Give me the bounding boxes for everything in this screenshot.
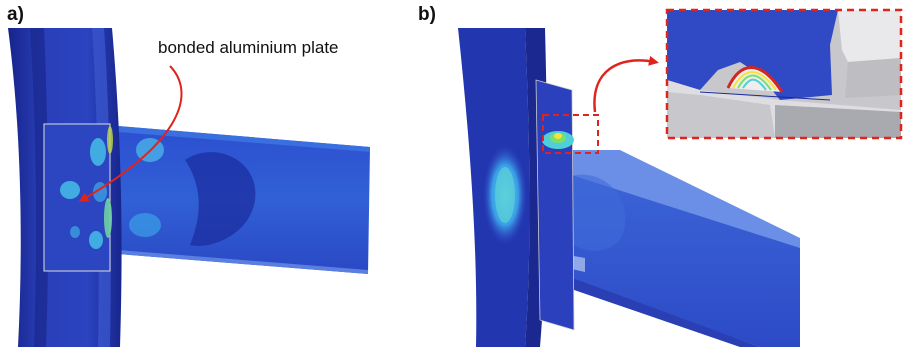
beam-a [118,126,370,274]
inset-border [665,8,903,140]
panel-label-a: a) [7,4,24,25]
weld-hotspot-b [542,131,574,149]
panel-label-b: b) [418,4,436,25]
column-b [458,28,575,347]
bonded-plate-a [43,123,113,272]
zoom-inset [667,10,901,138]
panel-b [458,8,903,347]
annotation-label: bonded aluminium plate [158,38,339,57]
beam-b [540,150,800,347]
panel-a [8,28,370,347]
annotation-arrow [78,65,183,203]
zoom-selection-box [542,114,599,154]
zoom-arrow [593,55,659,113]
